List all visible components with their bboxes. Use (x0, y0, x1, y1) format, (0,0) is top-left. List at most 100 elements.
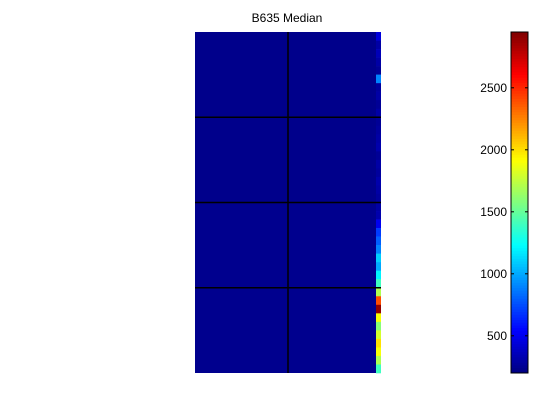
colorbar-band (511, 117, 528, 121)
colorbar-band (511, 333, 528, 337)
colorbar-band (511, 226, 528, 230)
colorbar-band (511, 159, 528, 163)
colorbar-band (511, 181, 528, 185)
edge-cell (376, 355, 381, 365)
colorbar-band (511, 213, 528, 217)
edge-cell (376, 202, 381, 212)
colorbar-band (511, 255, 528, 259)
colorbar-band (511, 143, 528, 147)
colorbar-band (511, 261, 528, 265)
edge-cell (376, 83, 381, 92)
colorbar-band (511, 114, 528, 118)
colorbar-band (511, 167, 528, 171)
colorbar-band (511, 359, 528, 363)
colorbar-band (511, 245, 528, 249)
colorbar-band (511, 50, 528, 54)
colorbar-band (511, 247, 528, 251)
colorbar-band (511, 199, 528, 203)
colorbar-band (511, 223, 528, 227)
edge-cell (376, 262, 381, 271)
colorbar-frame (510, 31, 529, 374)
colorbar-band (511, 58, 528, 62)
colorbar-band (511, 258, 528, 262)
edge-cell (376, 321, 381, 331)
edge-cell (376, 236, 381, 246)
colorbar-band (511, 135, 528, 139)
block-grid (195, 32, 381, 373)
edge-cell (376, 193, 381, 203)
edge-cell (376, 185, 381, 195)
colorbar-band (511, 354, 528, 358)
colorbar-band (511, 231, 528, 235)
colorbar-band (511, 218, 528, 222)
colorbar-band (511, 45, 528, 49)
colorbar-band (511, 90, 528, 94)
colorbar-band (511, 367, 528, 371)
colorbar-band (511, 346, 528, 350)
colorbar-band (511, 55, 528, 60)
edge-cell (376, 313, 381, 323)
colorbar-band (511, 279, 528, 283)
colorbar-band (511, 119, 528, 123)
colorbar-band (511, 74, 528, 78)
colorbar-band (511, 37, 528, 41)
edge-cell (376, 151, 381, 161)
colorbar-band (511, 32, 528, 36)
colorbar-band (511, 170, 528, 174)
colorbar-band (511, 322, 528, 326)
colorbar-band (511, 157, 528, 161)
colorbar-tick-label: 1500 (480, 205, 507, 219)
colorbar-band (511, 349, 528, 353)
edge-cell (376, 219, 381, 229)
colorbar-band (511, 277, 528, 281)
colorbar-band (511, 290, 528, 294)
colorbar-band (511, 242, 528, 246)
colorbar-tick-label: 1000 (480, 267, 507, 281)
colorbar-band (511, 221, 528, 225)
colorbar-band (511, 53, 528, 57)
edge-cell (376, 168, 381, 178)
colorbar-band (511, 63, 528, 68)
colorbar-band (511, 365, 528, 369)
colorbar-band (511, 319, 528, 323)
colorbar-band (511, 263, 528, 267)
colorbar-band (511, 237, 528, 241)
colorbar-band (511, 133, 528, 137)
edge-cell (376, 253, 381, 263)
colorbar-band (511, 370, 528, 374)
colorbar-band (511, 141, 528, 145)
edge-cell (376, 211, 381, 220)
edge-cell (376, 159, 381, 169)
colorbar-band (511, 197, 528, 201)
colorbar-band (511, 82, 528, 86)
colorbar-band (511, 311, 528, 315)
edge-cell (376, 330, 381, 340)
colorbar-band (511, 338, 528, 342)
colorbar-band (511, 295, 528, 299)
colorbar-band (511, 306, 528, 310)
colorbar-band (511, 314, 528, 318)
colorbar-band (511, 301, 528, 305)
colorbar-band (511, 77, 528, 81)
edge-cell (376, 142, 381, 152)
edge-cell (376, 125, 381, 135)
colorbar-band (511, 362, 528, 366)
colorbar-band (511, 34, 528, 38)
colorbar-band (511, 98, 528, 102)
edge-cell (376, 287, 381, 297)
colorbar-band (511, 285, 528, 289)
colorbar-band (511, 111, 528, 115)
colorbar-band (511, 69, 528, 73)
colorbar-band (511, 138, 528, 142)
colorbar-band (511, 269, 528, 273)
colorbar-band (511, 229, 528, 233)
colorbar-band (511, 298, 528, 302)
colorbar-band (511, 66, 528, 70)
colorbar-band (511, 101, 528, 105)
colorbar-band (511, 215, 528, 219)
colorbar-band (511, 210, 528, 214)
colorbar-band (511, 178, 528, 182)
colorbar-band (511, 149, 528, 153)
colorbar-ticks: 500 1000 1500 2000 2500 (480, 81, 528, 343)
colorbar-band (511, 151, 528, 155)
